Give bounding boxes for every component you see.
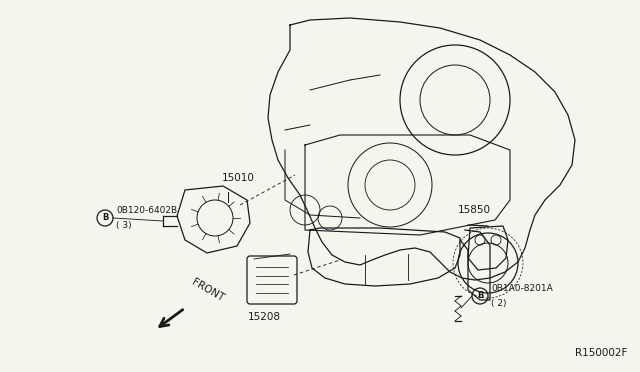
Text: 15850: 15850 — [458, 205, 491, 215]
Text: 0B1A0-8201A: 0B1A0-8201A — [491, 284, 553, 293]
Text: 15010: 15010 — [222, 173, 255, 183]
Text: B: B — [102, 214, 108, 222]
Text: 15208: 15208 — [248, 312, 281, 322]
Text: ( 3): ( 3) — [116, 221, 132, 230]
Text: FRONT: FRONT — [190, 277, 225, 303]
Text: 0B120-6402B: 0B120-6402B — [116, 206, 177, 215]
Text: R150002F: R150002F — [575, 348, 627, 358]
Text: ( 2): ( 2) — [491, 299, 506, 308]
Text: B: B — [477, 292, 483, 301]
